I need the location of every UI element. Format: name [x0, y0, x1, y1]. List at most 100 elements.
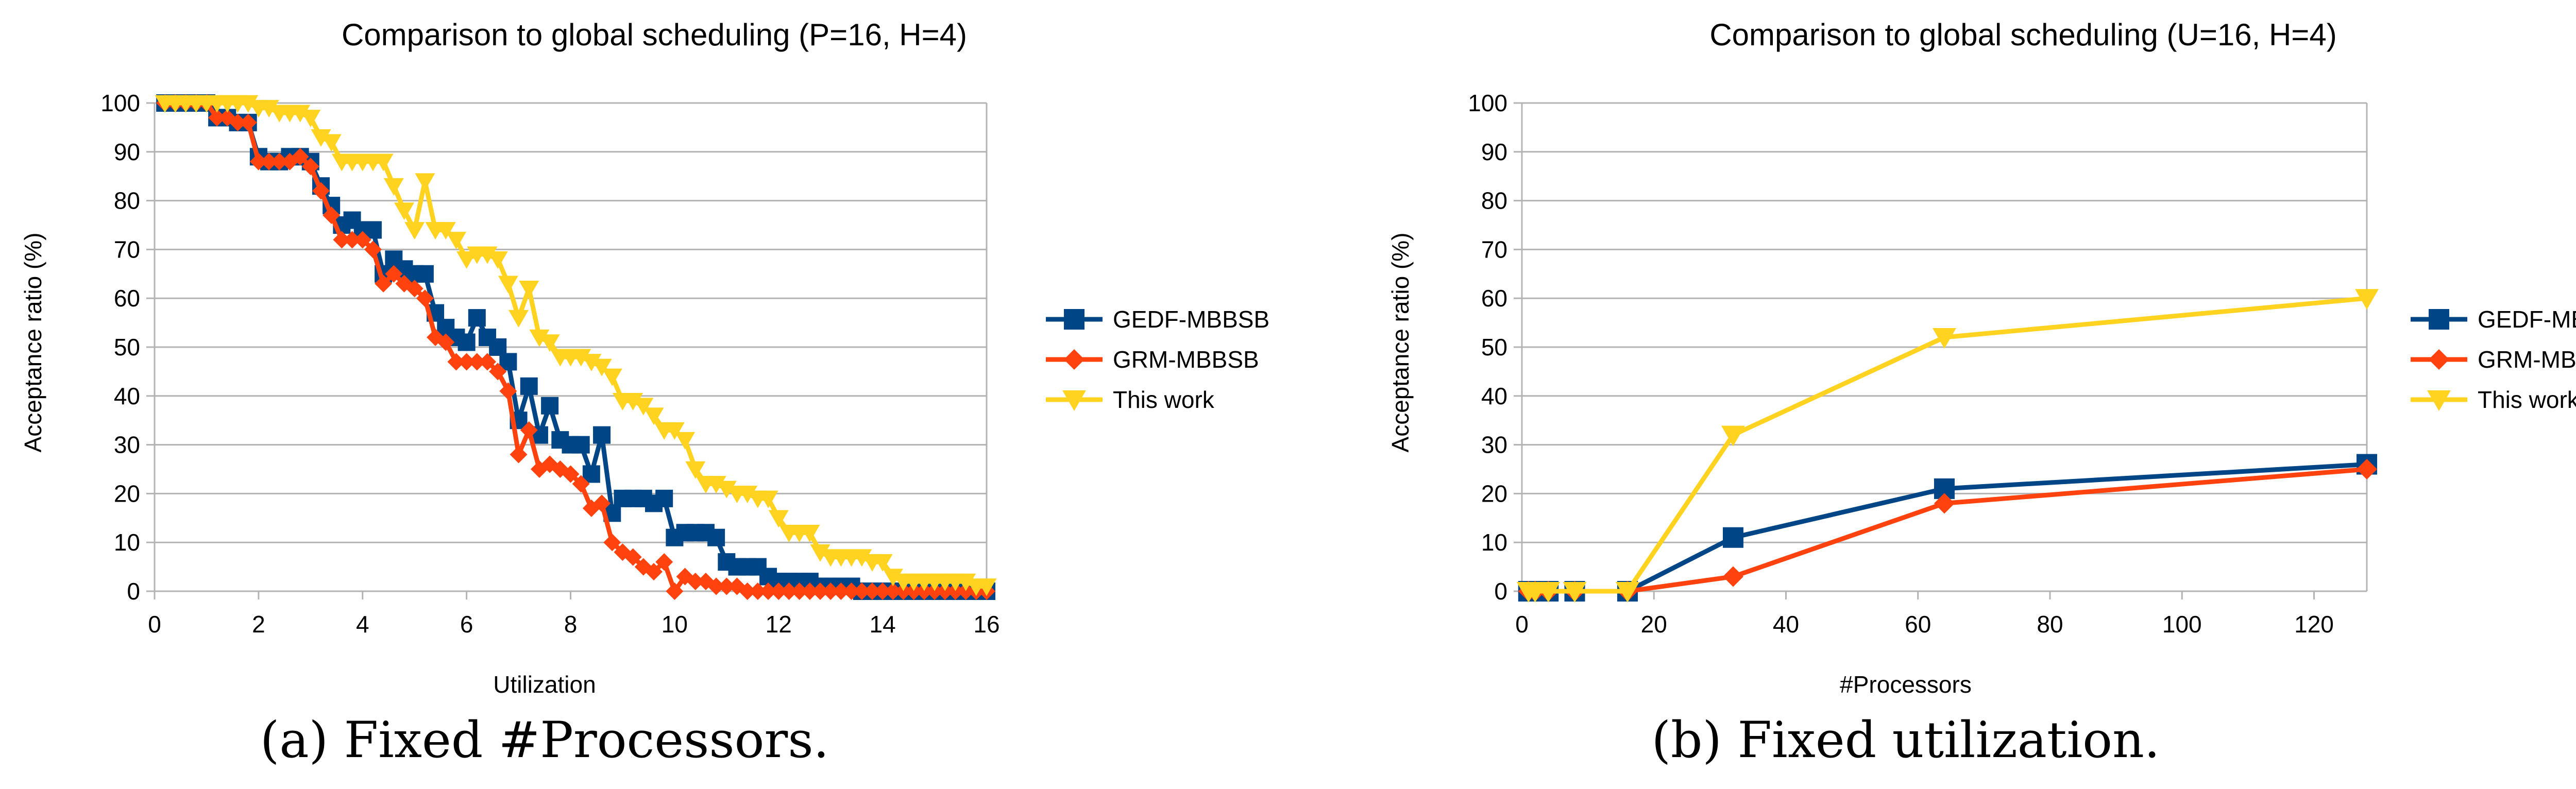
y-tick-label: 70: [114, 236, 140, 263]
data-point: [208, 109, 226, 127]
data-point: [655, 553, 673, 571]
y-tick-label: 30: [1481, 432, 1507, 458]
data-point: [707, 528, 725, 546]
data-point: [456, 251, 477, 269]
data-point: [499, 382, 517, 400]
y-tick-label: 10: [114, 529, 140, 556]
data-point: [572, 436, 590, 454]
data-point: [435, 222, 456, 240]
data-point: [1721, 425, 1745, 447]
data-point: [416, 265, 434, 283]
data-point: [539, 334, 560, 352]
data-point: [915, 582, 933, 600]
legend-marker: [2429, 309, 2449, 330]
legend-label: GRM-MBBSB: [1113, 346, 1259, 373]
legend: GEDF-MBBSB GRM-MBBSB This work: [1046, 306, 1269, 413]
data-point: [249, 152, 267, 170]
data-point: [312, 182, 330, 200]
data-point: [976, 578, 997, 596]
tick-labels: 0 10 20 30 40 50 60 70 80 90 100 0 2 4 6 8 10 12 14 16: [100, 90, 999, 638]
data-point: [675, 432, 696, 450]
data-point: [749, 582, 767, 600]
legend-marker: [1064, 349, 1084, 370]
data-point: [229, 113, 247, 131]
data-point: [529, 329, 550, 347]
x-tick-label: 0: [1515, 611, 1529, 638]
data-point: [758, 490, 778, 508]
data-point: [394, 202, 415, 220]
legend-marker: [2427, 390, 2451, 411]
data-point: [437, 333, 455, 351]
data-point: [2355, 289, 2379, 310]
y-tick-label: 40: [114, 383, 140, 409]
x-tick-label: 4: [356, 611, 369, 638]
data-point: [487, 251, 508, 269]
y-tick-label: 30: [114, 432, 140, 458]
data-point: [811, 582, 829, 600]
data-point: [519, 280, 539, 298]
y-tick-label: 100: [100, 90, 140, 116]
series-this-work: [1516, 289, 2379, 603]
y-tick-label: 90: [1481, 139, 1507, 165]
data-point: [385, 265, 403, 283]
data-point: [562, 465, 580, 483]
y-tick-label: 50: [114, 334, 140, 361]
chart-title: Comparison to global scheduling (U=16, H…: [1709, 18, 2336, 52]
x-tick-label: 100: [2162, 611, 2202, 638]
data-point: [373, 153, 394, 171]
data-point: [301, 158, 319, 176]
data-point: [520, 421, 538, 439]
data-point: [956, 573, 976, 591]
y-tick-label: 10: [1481, 529, 1507, 556]
y-tick-label: 70: [1481, 236, 1507, 263]
x-tick-label: 0: [148, 611, 161, 638]
gridlines: [1514, 102, 2368, 599]
data-point: [416, 289, 434, 307]
data-point: [842, 582, 860, 600]
data-point: [863, 582, 881, 600]
data-point: [489, 363, 507, 381]
data-point: [477, 246, 498, 264]
legend-label: This work: [2478, 386, 2576, 413]
data-point: [321, 134, 342, 152]
data-point: [666, 582, 684, 600]
data-point: [655, 489, 673, 507]
data-point: [957, 582, 975, 600]
data-point: [624, 548, 642, 566]
data-point: [291, 148, 309, 166]
data-point: [457, 333, 476, 351]
x-tick-label: 2: [252, 611, 265, 638]
x-tick-label: 80: [2037, 611, 2063, 638]
series-line: [165, 100, 987, 589]
legend-label: GEDF-MBBSB: [2478, 306, 2576, 333]
data-point: [323, 207, 341, 225]
data-point: [593, 494, 611, 512]
x-tick-label: 16: [973, 611, 999, 638]
data-point: [790, 582, 808, 600]
y-tick-label: 40: [1481, 383, 1507, 409]
data-point: [572, 475, 590, 493]
data-point: [300, 110, 321, 128]
data-point: [510, 445, 528, 464]
data-point: [801, 582, 819, 600]
data-point: [383, 178, 404, 196]
x-tick-label: 20: [1641, 611, 1667, 638]
data-point: [810, 544, 831, 562]
x-tick-label: 60: [1905, 611, 1931, 638]
data-point: [926, 582, 944, 600]
data-point: [375, 275, 393, 293]
x-axis-label: Utilization: [493, 671, 596, 698]
data-point: [872, 554, 893, 572]
legend-item-grm-mbbsb: GRM-MBBSB: [2411, 346, 2576, 373]
caption: (b) Fixed utilization.: [1652, 711, 2160, 769]
data-point: [1723, 527, 1743, 548]
x-tick-label: 10: [662, 611, 688, 638]
data-point: [260, 152, 278, 170]
data-point: [290, 105, 311, 123]
data-point: [405, 280, 423, 298]
data-point: [1616, 582, 1639, 603]
y-tick-label: 20: [114, 480, 140, 507]
data-point: [852, 549, 872, 567]
series-gedf-mbbsb: [1518, 454, 2377, 602]
y-tick-label: 20: [1481, 480, 1507, 507]
